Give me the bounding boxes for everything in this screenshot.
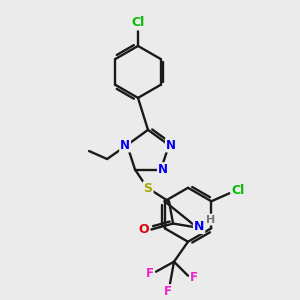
Text: F: F	[190, 271, 198, 284]
Text: F: F	[146, 267, 154, 280]
Text: Cl: Cl	[131, 16, 145, 29]
Text: Cl: Cl	[232, 184, 245, 197]
Text: F: F	[164, 285, 172, 298]
Text: N: N	[166, 139, 176, 152]
Text: S: S	[144, 182, 153, 195]
Text: O: O	[139, 223, 149, 236]
Text: N: N	[194, 220, 204, 233]
Text: N: N	[158, 163, 168, 176]
Text: N: N	[120, 139, 130, 152]
Text: H: H	[206, 214, 216, 224]
